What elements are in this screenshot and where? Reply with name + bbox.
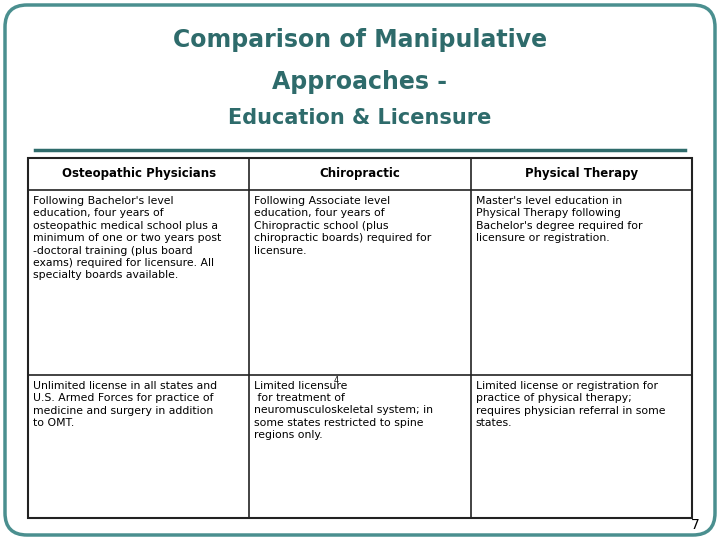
Text: Comparison of Manipulative: Comparison of Manipulative: [173, 28, 547, 52]
Text: Master's level education in
Physical Therapy following
Bachelor's degree require: Master's level education in Physical The…: [476, 196, 642, 243]
Text: 4: 4: [333, 376, 338, 385]
Text: Chiropractic: Chiropractic: [320, 167, 400, 180]
Text: Following Bachelor's level
education, four years of
osteopathic medical school p: Following Bachelor's level education, fo…: [33, 196, 221, 280]
FancyBboxPatch shape: [5, 5, 715, 535]
Text: Unlimited license in all states and
U.S. Armed Forces for practice of
medicine a: Unlimited license in all states and U.S.…: [33, 381, 217, 428]
Bar: [28, 158, 692, 518]
Text: Education & Licensure: Education & Licensure: [228, 108, 492, 128]
Text: Osteopathic Physicians: Osteopathic Physicians: [62, 167, 216, 180]
Text: Limited license or registration for
practice of physical therapy;
requires physi: Limited license or registration for prac…: [476, 381, 665, 428]
Text: Approaches -: Approaches -: [272, 70, 448, 94]
Text: Physical Therapy: Physical Therapy: [525, 167, 638, 180]
Text: Limited licensure: Limited licensure: [254, 381, 348, 391]
Text: 7: 7: [691, 518, 700, 532]
Text: Following Associate level
education, four years of
Chiropractic school (plus
chi: Following Associate level education, fou…: [254, 196, 431, 255]
Text: for treatment of
neuromusculoskeletal system; in
some states restricted to spine: for treatment of neuromusculoskeletal sy…: [254, 393, 433, 440]
